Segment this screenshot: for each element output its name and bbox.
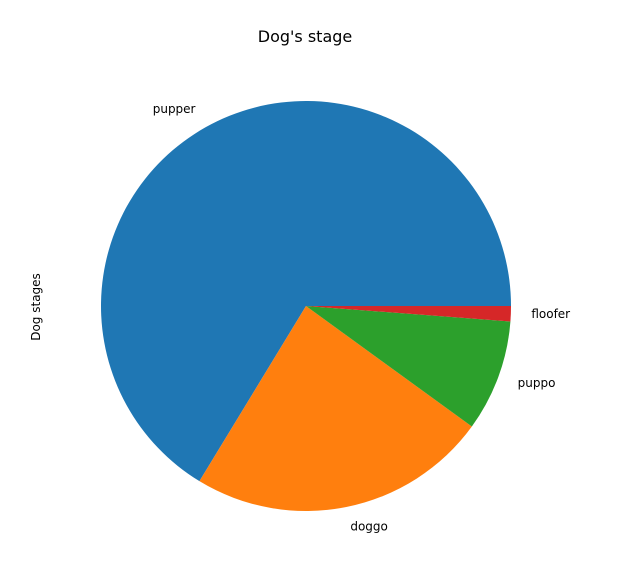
- pie-label-pupper: pupper: [153, 102, 196, 116]
- pie-slice-puppo: [306, 306, 511, 427]
- pie-label-doggo: doggo: [350, 520, 388, 534]
- chart-title: Dog's stage: [258, 27, 353, 46]
- pie-label-puppo: puppo: [518, 376, 556, 390]
- pie-labels: pupper doggo puppo floofer: [153, 102, 570, 534]
- pie-slice-doggo: [199, 306, 472, 512]
- y-axis-label: Dog stages: [29, 273, 43, 341]
- pie-slices: [100, 101, 511, 512]
- pie-label-floofer: floofer: [531, 307, 570, 321]
- pie-slice-pupper: [100, 101, 511, 482]
- pie-slice-floofer: [306, 306, 511, 322]
